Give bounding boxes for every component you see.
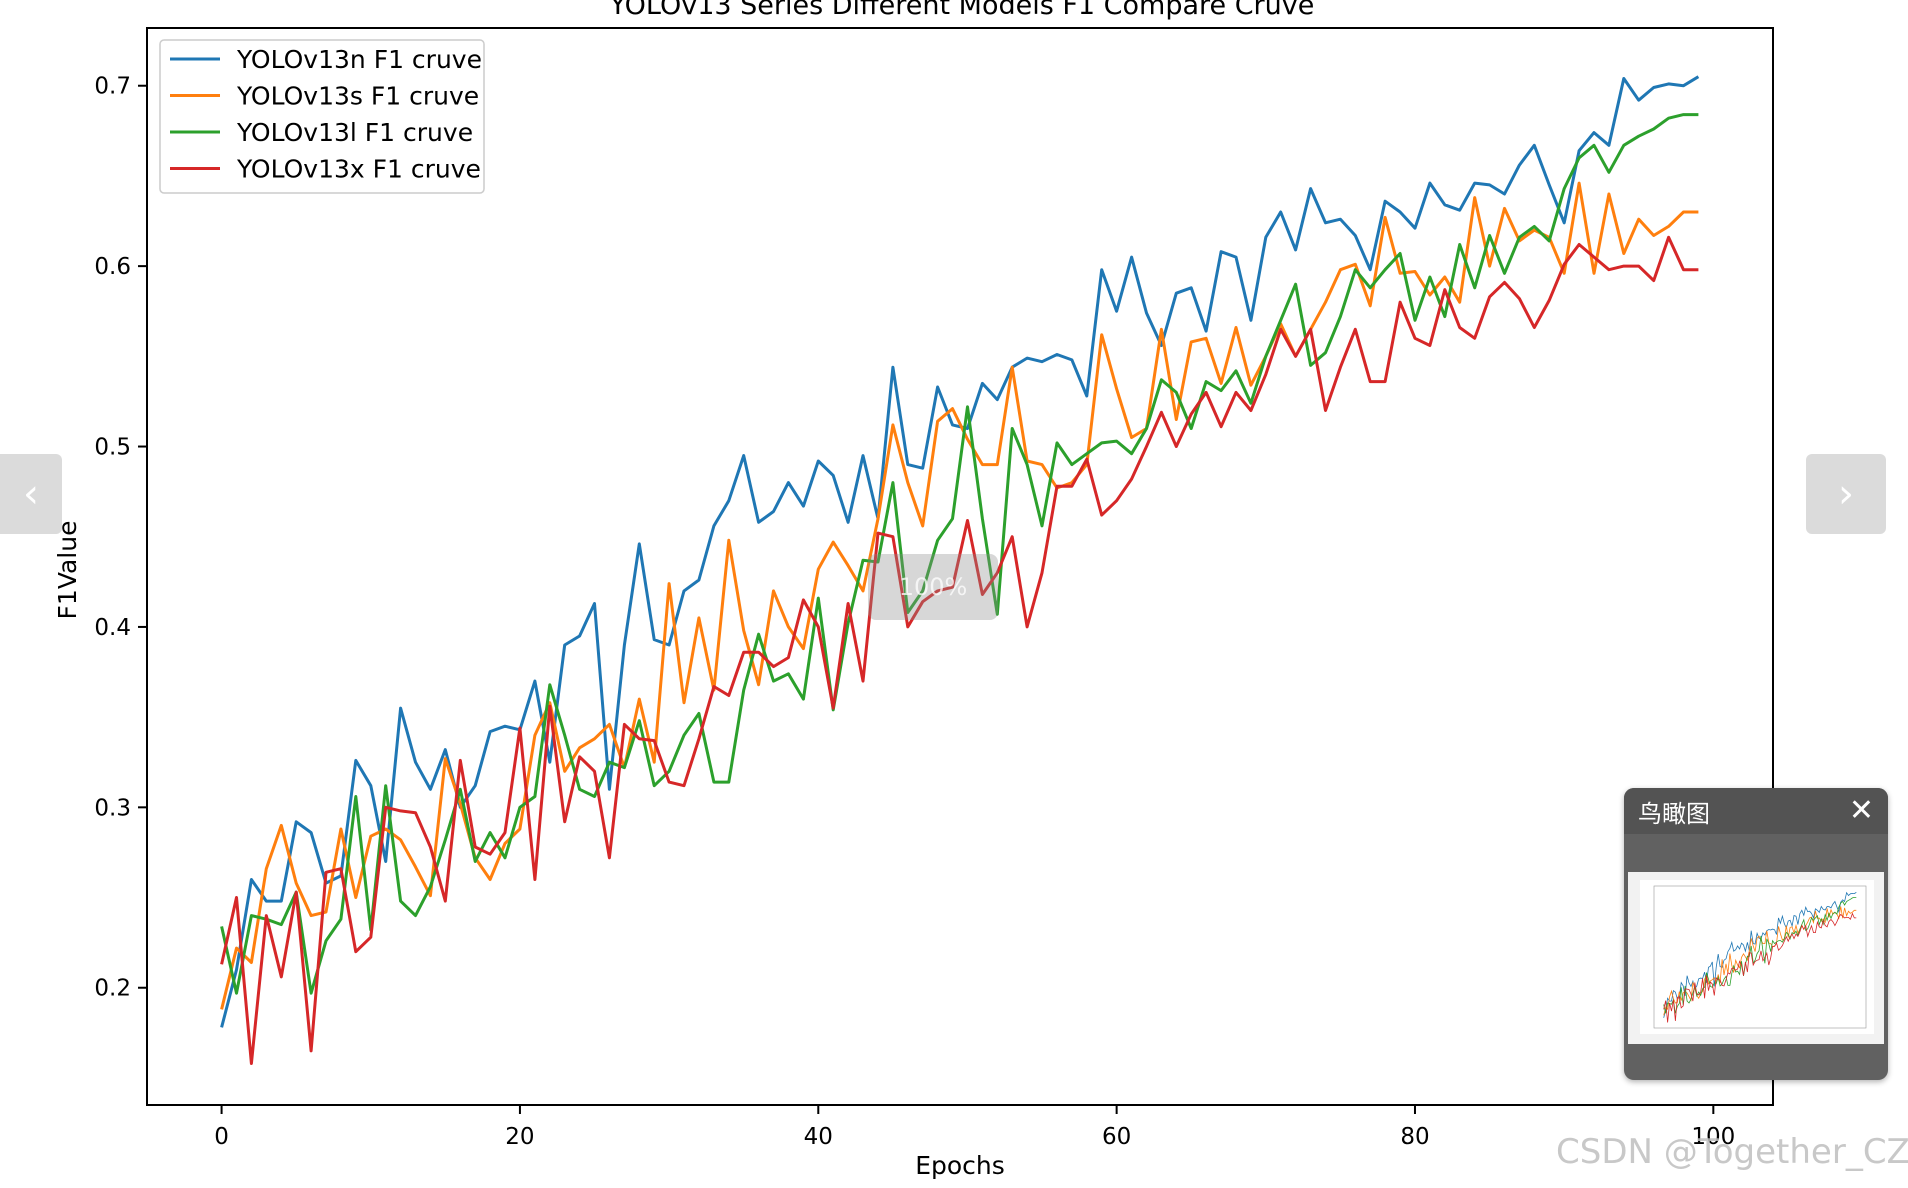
x-tick-label: 60	[1102, 1124, 1131, 1150]
previous-image-button[interactable]: ‹	[0, 454, 62, 534]
legend-label: YOLOv13l F1 cruve	[236, 118, 473, 147]
birdseye-header: 鸟瞰图 ✕	[1624, 788, 1888, 834]
legend-label: YOLOv13n F1 cruve	[236, 45, 482, 74]
chevron-right-icon: ›	[1838, 471, 1854, 517]
plot-frame	[146, 27, 1774, 1106]
close-icon[interactable]: ✕	[1848, 793, 1874, 828]
series-line-2	[220, 113, 1699, 995]
y-axis-label: F1Value	[53, 521, 82, 620]
plot-area	[220, 75, 1700, 1065]
birdseye-panel[interactable]: 鸟瞰图 ✕	[1624, 788, 1888, 1080]
zoom-level-text: 100%	[898, 573, 968, 601]
y-tick-label: 0.2	[94, 976, 131, 1002]
thumbnail-chart	[1653, 885, 1867, 1029]
series-line-3	[220, 235, 1699, 1065]
y-tick-label: 0.7	[94, 74, 131, 100]
birdseye-title: 鸟瞰图	[1638, 799, 1710, 828]
x-tick-label: 80	[1400, 1124, 1429, 1150]
x-tick-label: 20	[505, 1124, 534, 1150]
y-tick-label: 0.6	[94, 254, 131, 280]
chevron-left-icon: ‹	[23, 471, 39, 517]
thumbnail-canvas	[1640, 880, 1874, 1034]
thumbnail-frame	[1653, 885, 1867, 1029]
x-tick-label: 40	[804, 1124, 833, 1150]
thumbnail-series-line-3	[1663, 912, 1857, 1023]
x-tick-label: 100	[1691, 1124, 1735, 1150]
zoom-level-badge: 100%	[868, 554, 998, 620]
y-tick-label: 0.3	[94, 795, 131, 821]
watermark: CSDN @Together_CZ	[1556, 1132, 1908, 1172]
y-tick-label: 0.4	[94, 615, 131, 641]
x-tick-label: 0	[214, 1124, 229, 1150]
x-axis: 0 20 40 60 80 100	[214, 1105, 1735, 1150]
thumbnail-series-line-2	[1663, 896, 1857, 1014]
birdseye-thumbnail[interactable]	[1628, 872, 1884, 1044]
y-axis: 0.2 0.3 0.4 0.5 0.6 0.7	[94, 74, 147, 1002]
next-image-button[interactable]: ›	[1806, 454, 1886, 534]
legend-label: YOLOv13x F1 cruve	[236, 155, 481, 184]
legend: YOLOv13n F1 cruve YOLOv13s F1 cruve YOLOv1…	[159, 39, 485, 194]
y-tick-label: 0.5	[94, 435, 131, 461]
chart-title: YOLOv13 Series Different Models F1 Compa…	[609, 0, 1315, 21]
legend-label: YOLOv13s F1 cruve	[236, 82, 479, 111]
legend-box	[159, 39, 485, 194]
x-axis-label: Epochs	[915, 1151, 1005, 1180]
